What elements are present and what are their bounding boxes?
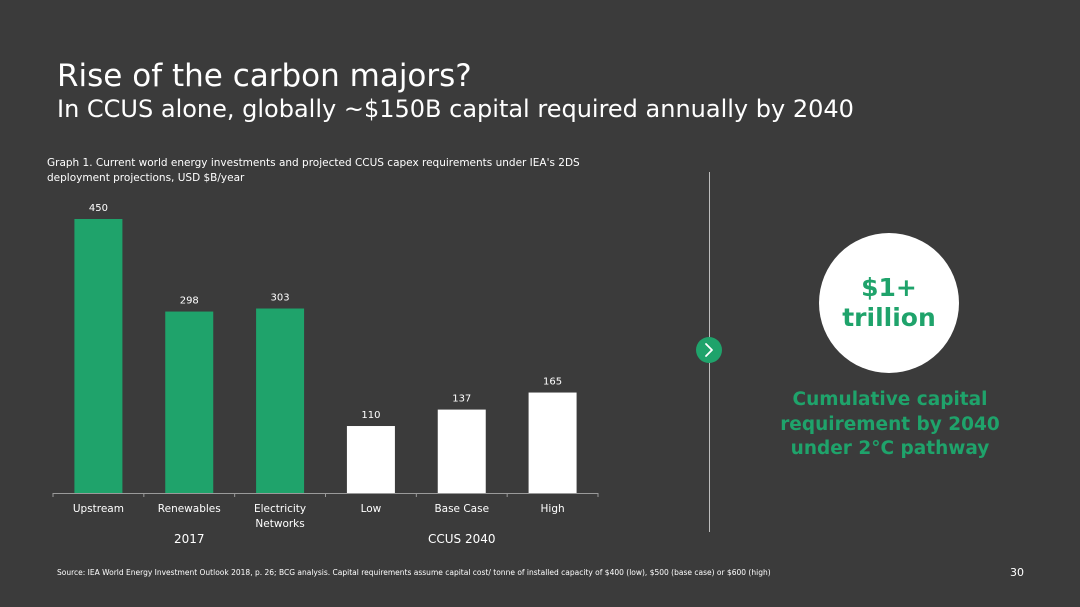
bar-5 [528,392,577,493]
bar-1 [165,311,214,493]
page-number: 30 [1010,566,1024,579]
data-label-1: 298 [180,296,199,307]
category-label-5: High [541,503,565,515]
bar-4 [437,409,486,493]
category-label-2: Networks [255,518,304,530]
bar-chart: 450 Upstream 298 Renewables 303 Electricity Ne… [52,203,599,546]
bar-0 [74,219,123,493]
chart-title: Graph 1. Current world energy investment… [47,157,580,184]
source-note: Source: IEA World Energy Investment Outl… [57,568,771,577]
total-capital-badge: $1+ trillion [819,233,959,373]
data-label-4: 137 [452,394,471,405]
data-label-3: 110 [361,410,380,421]
chevron-right-icon [696,337,722,363]
category-label-4: Base Case [434,503,489,515]
slide-title: Rise of the carbon majors? [57,58,472,94]
category-label-1: Renewables [158,503,221,515]
total-capital-amount: $1+ [861,273,917,302]
data-label-2: 303 [271,293,290,304]
category-label-0: Upstream [73,503,124,515]
bar-3 [346,426,395,493]
group-label-0: 2017 [174,532,205,546]
slide-subtitle: In CCUS alone, globally ~$150B capital r… [57,95,854,123]
data-label-5: 165 [543,377,562,388]
group-label-1: CCUS 2040 [428,532,496,546]
bar-2 [256,308,305,493]
category-label-3: Low [361,503,382,515]
total-capital-unit: trillion [842,303,936,332]
callout-description: Cumulative capital requirement by 2040 u… [780,389,1000,459]
data-label-0: 450 [89,203,108,214]
category-label-2: Electricity [254,503,306,515]
